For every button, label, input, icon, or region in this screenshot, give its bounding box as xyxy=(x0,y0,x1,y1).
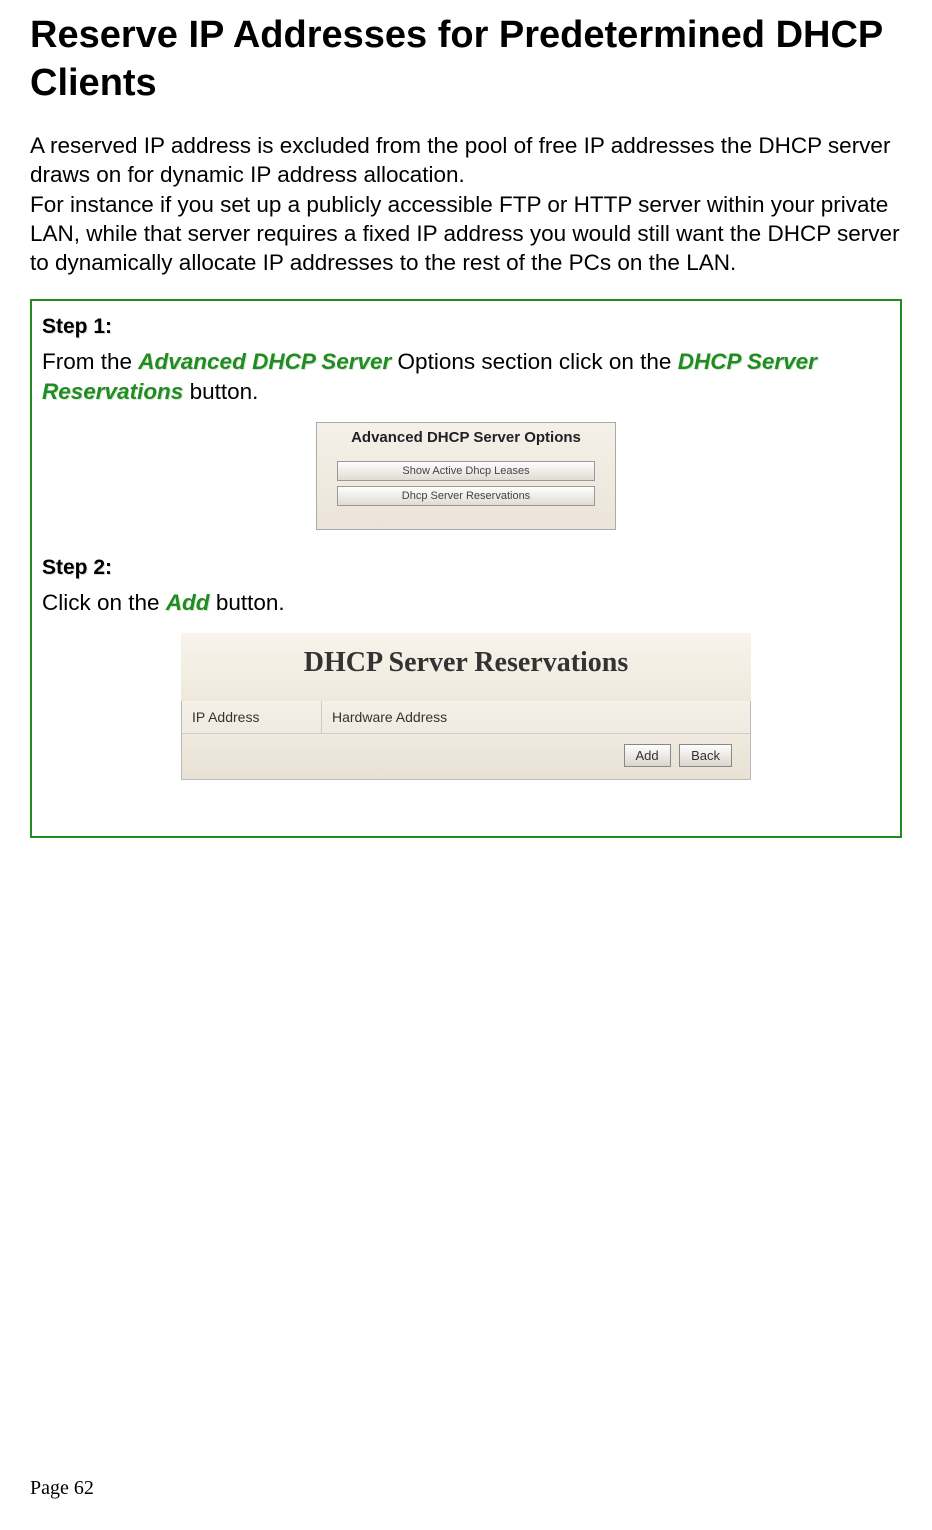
figure-1-title: Advanced DHCP Server Options xyxy=(317,423,615,456)
figure-2-container: DHCP Server Reservations IP Address Hard… xyxy=(42,633,890,780)
table-header-row: IP Address Hardware Address xyxy=(182,701,750,734)
figure-2-title: DHCP Server Reservations xyxy=(181,633,751,701)
figure-dhcp-reservations: DHCP Server Reservations IP Address Hard… xyxy=(181,633,751,780)
step-1-text-part: button. xyxy=(183,379,258,404)
step-1-label: Step 1: xyxy=(42,315,890,339)
step-2-text-part: button. xyxy=(210,590,285,615)
back-button[interactable]: Back xyxy=(679,744,732,767)
column-hardware-address: Hardware Address xyxy=(322,701,750,733)
figure-2-buttons: Add Back xyxy=(182,734,750,779)
step-2-text: Click on the Add button. xyxy=(42,588,890,617)
page-number: Page 62 xyxy=(30,1477,94,1500)
figure-advanced-dhcp-options: Advanced DHCP Server Options Show Active… xyxy=(316,422,616,530)
step-2-label: Step 2: xyxy=(42,556,890,580)
step-1-text: From the Advanced DHCP Server Options se… xyxy=(42,347,890,406)
column-ip-address: IP Address xyxy=(182,701,322,733)
add-button[interactable]: Add xyxy=(624,744,671,767)
page-title: Reserve IP Addresses for Predetermined D… xyxy=(30,12,902,107)
step-1-text-part: From the xyxy=(42,349,138,374)
highlight-add: Add xyxy=(166,590,210,615)
steps-container: Step 1: From the Advanced DHCP Server Op… xyxy=(30,299,902,838)
intro-line-1: A reserved IP address is excluded from t… xyxy=(30,133,890,187)
intro-line-2: For instance if you set up a publicly ac… xyxy=(30,192,900,276)
intro-paragraph: A reserved IP address is excluded from t… xyxy=(30,131,902,277)
figure-1-container: Advanced DHCP Server Options Show Active… xyxy=(42,422,890,530)
step-2-text-part: Click on the xyxy=(42,590,166,615)
step-1-text-part: Options section click on the xyxy=(391,349,677,374)
figure-2-table: IP Address Hardware Address Add Back xyxy=(181,701,751,780)
figure-1-buttons: Show Active Dhcp Leases Dhcp Server Rese… xyxy=(317,461,615,529)
highlight-advanced-dhcp: Advanced DHCP Server xyxy=(138,349,391,374)
show-active-leases-button[interactable]: Show Active Dhcp Leases xyxy=(337,461,595,481)
dhcp-server-reservations-button[interactable]: Dhcp Server Reservations xyxy=(337,486,595,506)
